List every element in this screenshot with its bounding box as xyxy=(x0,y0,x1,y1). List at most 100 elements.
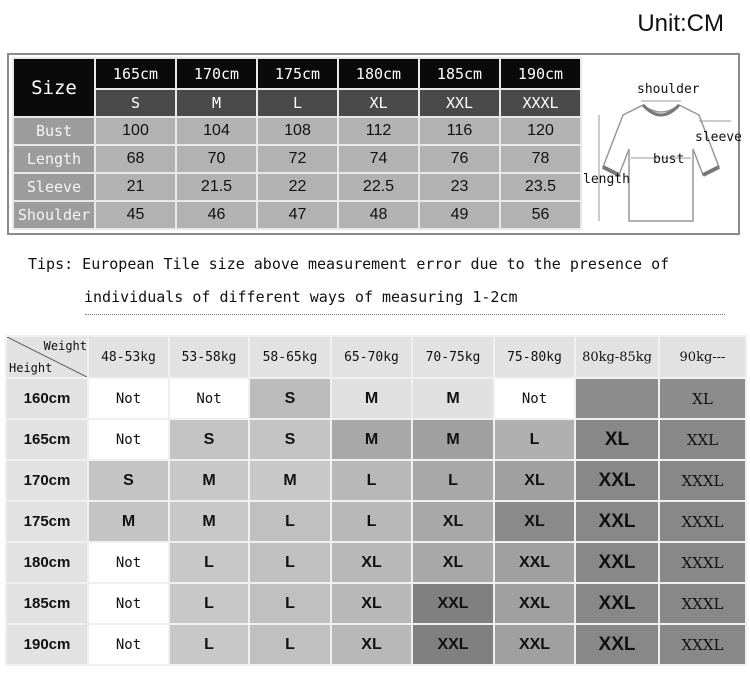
size-header: XXL xyxy=(418,88,501,118)
measurement-value: 112 xyxy=(337,116,420,146)
size-header: S xyxy=(94,88,177,118)
fit-size-cell: XL xyxy=(330,582,413,625)
fit-size-cell: XL xyxy=(658,377,747,420)
height-label: 170cm xyxy=(5,459,89,502)
height-label: 175cm xyxy=(5,500,89,543)
tips-line-2: individuals of different ways of measuri… xyxy=(84,288,518,306)
fit-size-cell: M xyxy=(168,459,250,502)
height-weight-fit-table: Weight Height 48-53kg 53-58kg 58-65kg 65… xyxy=(5,335,747,666)
measurement-label: Bust xyxy=(12,116,96,146)
measurement-row: Bust 100 104 108 112 116 120 xyxy=(12,116,582,146)
diagram-sleeve-label: sleeve xyxy=(695,130,741,145)
fit-size-cell: L xyxy=(330,459,413,502)
fit-size-cell: XXXL xyxy=(658,541,747,584)
height-label: 185cm xyxy=(5,582,89,625)
height-header: 165cm xyxy=(94,57,177,90)
fit-size-cell: L xyxy=(248,500,332,543)
height-label: 180cm xyxy=(5,541,89,584)
measurement-value: 70 xyxy=(175,144,258,174)
fit-row: 190cm Not L L XL XXL XXL XXL XXXL xyxy=(5,623,747,666)
diagram-shoulder-label: shoulder xyxy=(637,82,700,97)
fit-size-cell: XXL xyxy=(658,418,747,461)
measurement-value: 72 xyxy=(256,144,339,174)
tshirt-diagram-icon: shoulder sleeve bust length xyxy=(583,82,741,222)
size-measurement-table: Size 165cm 170cm 175cm 180cm 185cm 190cm… xyxy=(12,57,582,230)
size-header: L xyxy=(256,88,339,118)
tips-note: Tips: European Tile size above measureme… xyxy=(28,248,669,314)
fit-row: 165cm Not S S M M L XL XXL xyxy=(5,418,747,461)
weight-header: 75-80kg xyxy=(493,335,576,379)
measurement-value: 76 xyxy=(418,144,501,174)
diagram-bust-label: bust xyxy=(653,152,684,167)
measurement-value: 100 xyxy=(94,116,177,146)
measurement-label: Shoulder xyxy=(12,200,96,230)
fit-size-cell: XXXL xyxy=(658,582,747,625)
fit-row: 170cm S M M L L XL XXL XXXL xyxy=(5,459,747,502)
fit-size-cell: XXL xyxy=(493,623,576,666)
measurement-value: 45 xyxy=(94,200,177,230)
weight-axis-label: Weight xyxy=(43,339,87,353)
tips-line-1: Tips: European Tile size above measureme… xyxy=(28,255,670,273)
measurement-value: 78 xyxy=(499,144,582,174)
diagram-length-label: length xyxy=(583,172,630,187)
fit-size-cell: Not xyxy=(87,418,170,461)
fit-size-cell: L xyxy=(168,541,250,584)
weight-header: 90kg--- xyxy=(658,335,747,379)
measurement-label: Sleeve xyxy=(12,172,96,202)
measurement-value: 104 xyxy=(175,116,258,146)
fit-size-cell: XXL xyxy=(493,582,576,625)
fit-row: 180cm Not L L XL XL XXL XXL XXXL xyxy=(5,541,747,584)
fit-size-cell: S xyxy=(248,418,332,461)
size-corner-label: Size xyxy=(12,57,96,118)
fit-size-cell: XXL xyxy=(574,623,660,666)
measurement-value: 21 xyxy=(94,172,177,202)
corner-header: Weight Height xyxy=(5,335,89,379)
fit-size-cell: S xyxy=(248,377,332,420)
fit-row: 185cm Not L L XL XXL XXL XXL XXXL xyxy=(5,582,747,625)
measurement-value: 47 xyxy=(256,200,339,230)
measurement-row: Length 68 70 72 74 76 78 xyxy=(12,144,582,174)
fit-size-cell: M xyxy=(248,459,332,502)
height-label: 190cm xyxy=(5,623,89,666)
fit-size-cell: XXL xyxy=(411,623,495,666)
fit-size-cell: XL xyxy=(411,500,495,543)
height-header: 190cm xyxy=(499,57,582,90)
weight-header: 58-65kg xyxy=(248,335,332,379)
measurement-value: 68 xyxy=(94,144,177,174)
measurement-label: Length xyxy=(12,144,96,174)
measurement-row: Sleeve 21 21.5 22 22.5 23 23.5 xyxy=(12,172,582,202)
fit-size-cell: L xyxy=(168,623,250,666)
fit-size-cell: XL xyxy=(574,418,660,461)
height-header: 185cm xyxy=(418,57,501,90)
fit-size-cell: Not xyxy=(168,377,250,420)
measurement-value: 74 xyxy=(337,144,420,174)
fit-size-cell: XXL xyxy=(574,582,660,625)
fit-size-cell: XL xyxy=(411,541,495,584)
fit-size-cell: L xyxy=(248,582,332,625)
fit-row: 160cm Not Not S M M Not XL xyxy=(5,377,747,420)
dotted-divider xyxy=(85,314,725,315)
weight-header: 65-70kg xyxy=(330,335,413,379)
measurement-value: 49 xyxy=(418,200,501,230)
weight-header: 48-53kg xyxy=(87,335,170,379)
fit-size-cell: L xyxy=(248,541,332,584)
measurement-value: 56 xyxy=(499,200,582,230)
fit-size-cell: XXL xyxy=(574,500,660,543)
fit-size-cell: L xyxy=(330,500,413,543)
fit-size-cell: S xyxy=(168,418,250,461)
fit-size-cell: XXL xyxy=(493,541,576,584)
height-axis-label: Height xyxy=(9,361,53,375)
measurement-value: 108 xyxy=(256,116,339,146)
fit-size-cell: M xyxy=(87,500,170,543)
height-header: 180cm xyxy=(337,57,420,90)
fit-size-cell: XXL xyxy=(574,459,660,502)
fit-size-cell: Not xyxy=(87,377,170,420)
measurement-row: Shoulder 45 46 47 48 49 56 xyxy=(12,200,582,230)
unit-label: Unit:CM xyxy=(637,10,724,37)
fit-size-cell: XL xyxy=(330,541,413,584)
size-header: XXXL xyxy=(499,88,582,118)
measurement-value: 23.5 xyxy=(499,172,582,202)
measurement-value: 46 xyxy=(175,200,258,230)
fit-size-cell: S xyxy=(87,459,170,502)
measurement-value: 22.5 xyxy=(337,172,420,202)
